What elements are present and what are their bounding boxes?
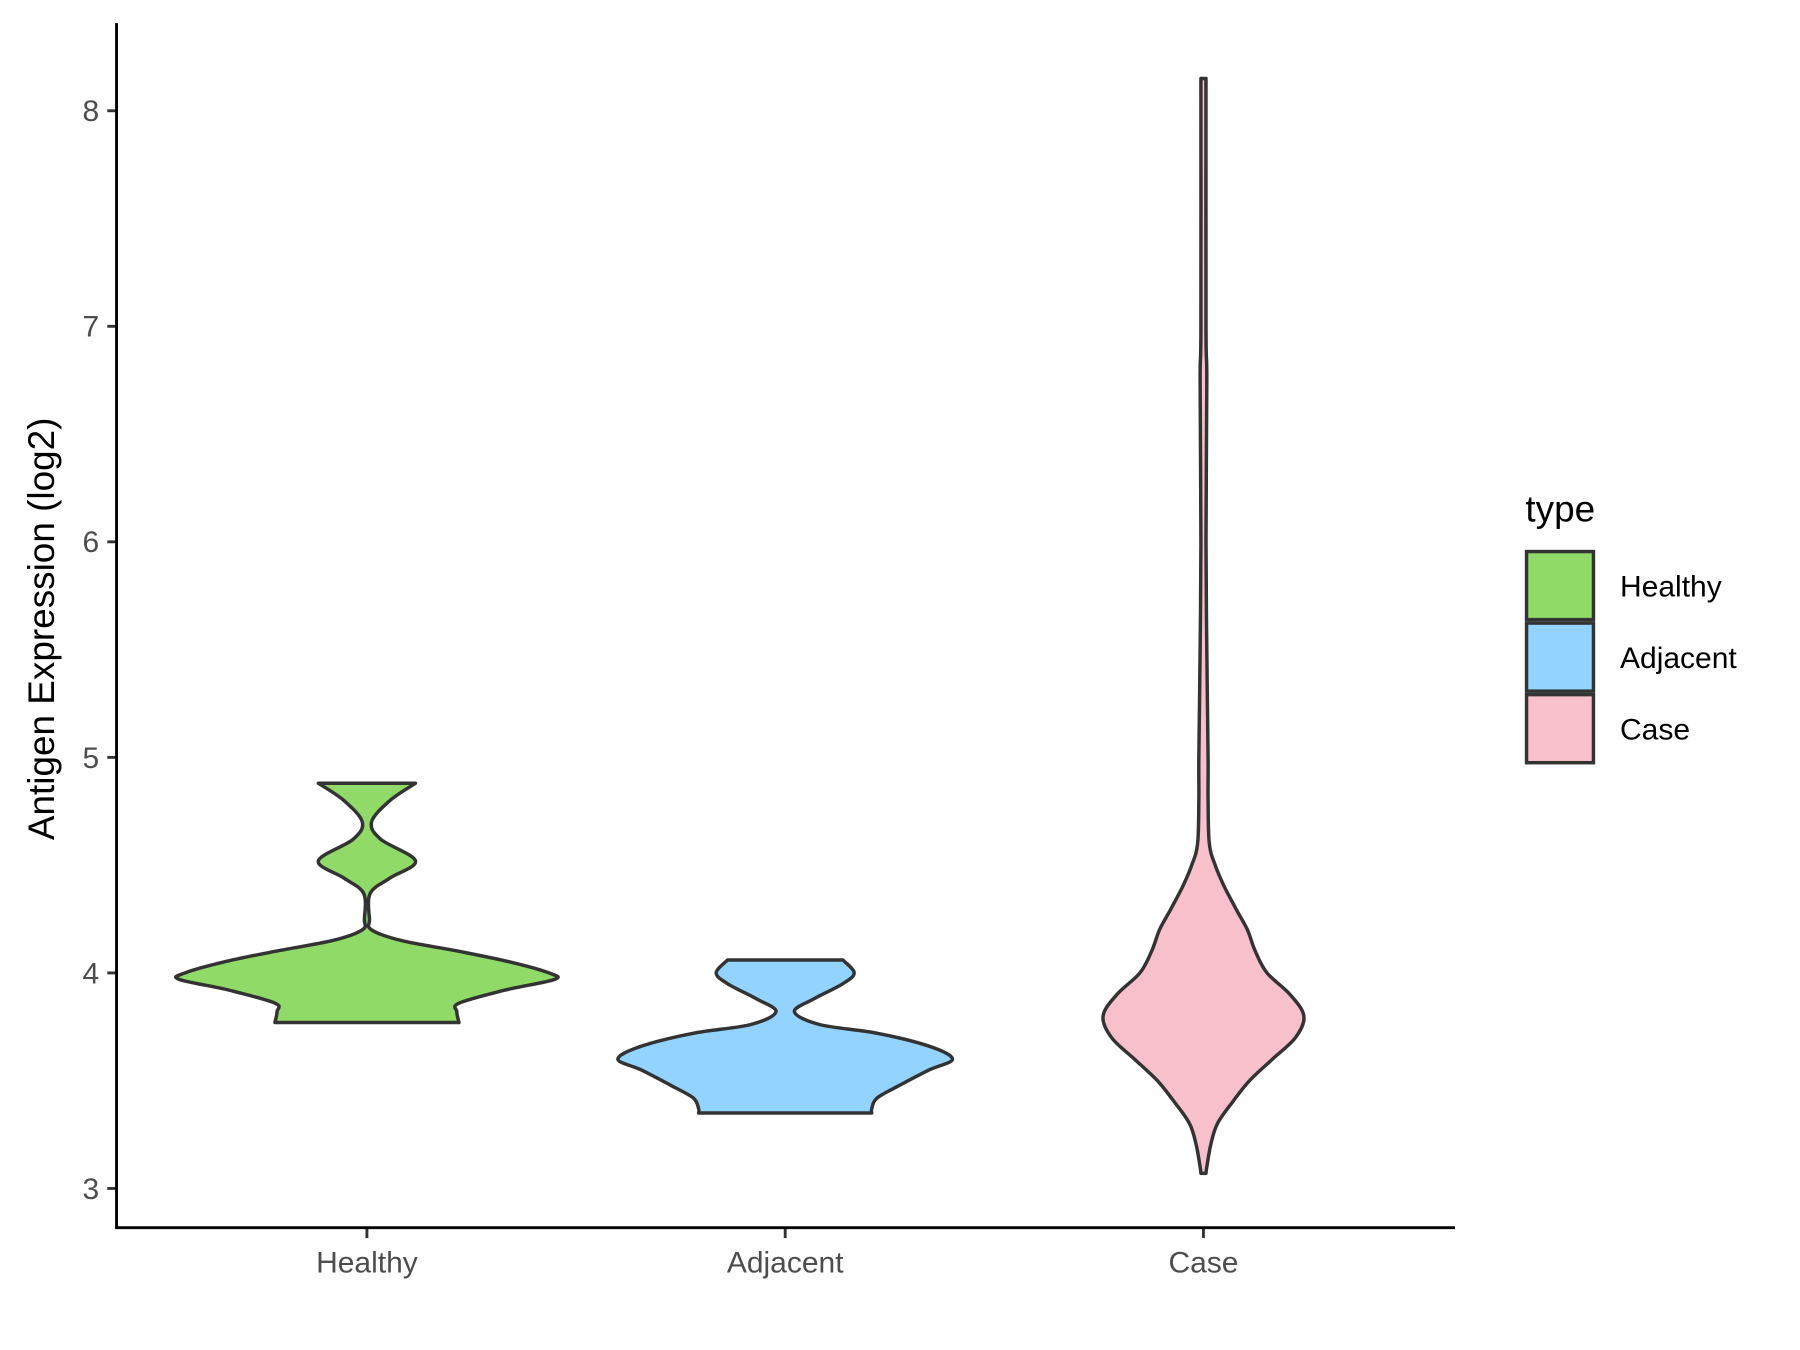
violins xyxy=(174,76,1306,1176)
x-tick-label: Adjacent xyxy=(727,1247,844,1280)
legend-label: Adjacent xyxy=(1620,642,1737,675)
x-tick-label: Healthy xyxy=(316,1247,418,1280)
violin-adjacent xyxy=(616,958,955,1115)
legend: Healthy Adjacent Case xyxy=(1524,549,1737,765)
legend-key-healthy xyxy=(1524,549,1596,622)
legend-title: type xyxy=(1525,489,1595,530)
y-axis-ticks: 3 4 5 6 7 8 xyxy=(83,95,117,1206)
legend-key-case xyxy=(1524,692,1596,765)
violin-healthy xyxy=(174,781,560,1025)
y-tick-label: 5 xyxy=(83,742,100,775)
y-tick-label: 6 xyxy=(83,526,100,559)
x-tick-label: Case xyxy=(1168,1247,1238,1280)
legend-label: Healthy xyxy=(1620,571,1722,604)
legend-key-adjacent xyxy=(1524,621,1596,693)
y-tick-label: 4 xyxy=(83,957,100,990)
x-axis-ticks: Healthy Adjacent Case xyxy=(316,1227,1238,1280)
y-tick-label: 7 xyxy=(83,311,100,344)
y-tick-label: 8 xyxy=(83,95,100,128)
violin-case xyxy=(1101,76,1306,1176)
legend-label: Case xyxy=(1620,714,1690,747)
y-axis-title: Antigen Expression (log2) xyxy=(21,418,62,841)
y-tick-label: 3 xyxy=(83,1173,100,1206)
